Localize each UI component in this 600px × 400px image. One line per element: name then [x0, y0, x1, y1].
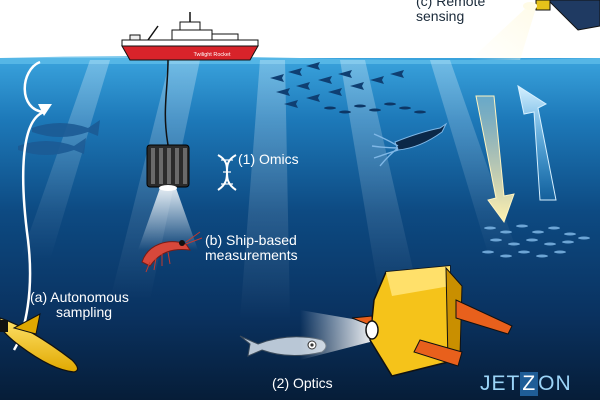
instrument-icon [146, 144, 190, 191]
migration-up-arrow [517, 84, 557, 201]
label-omics: (1) Omics [238, 151, 299, 167]
label-autonomous: (a) Autonomous sampling [30, 290, 129, 320]
logo-right: ON [538, 372, 572, 395]
krill-swarm [482, 224, 590, 258]
small-fish-school [324, 102, 426, 114]
krill-icon [141, 231, 203, 273]
logo-mid: Z [520, 372, 539, 396]
label-autonomous-line1: (a) Autonomous [30, 289, 129, 305]
ship-name: Twilight Rocket [194, 52, 231, 58]
camera-light-beam [300, 310, 370, 360]
label-remote-sensing-line1: (c) Remote [416, 0, 486, 9]
jetzon-logo: JETZON [480, 372, 572, 396]
ship-icon: Twilight Rocket [121, 12, 259, 61]
logo-left: JET [480, 372, 521, 395]
fish-school [270, 62, 404, 108]
label-ship-based-line1: (b) Ship-based [205, 232, 297, 248]
squid-icon [371, 122, 448, 167]
label-ship-based-line2: measurements [205, 247, 298, 263]
label-ship-based: (b) Ship-based measurements [205, 233, 298, 263]
glider-trajectory-arrowhead [38, 104, 52, 116]
label-autonomous-line2: sampling [56, 304, 113, 320]
instrument-light-beam [138, 188, 198, 250]
label-remote-sensing-line2: sensing [416, 8, 465, 24]
satellite-icon [523, 0, 600, 31]
satellite-beam [470, 6, 536, 60]
migration-down-arrow [475, 95, 515, 224]
label-remote-sensing: (c) Remote sensing [416, 0, 485, 24]
camera-icon [351, 265, 513, 377]
dna-icon [217, 154, 237, 191]
label-optics: (2) Optics [272, 375, 333, 391]
glider-icon [0, 313, 79, 373]
fish-icon [18, 120, 100, 155]
ship-cable [164, 59, 169, 146]
